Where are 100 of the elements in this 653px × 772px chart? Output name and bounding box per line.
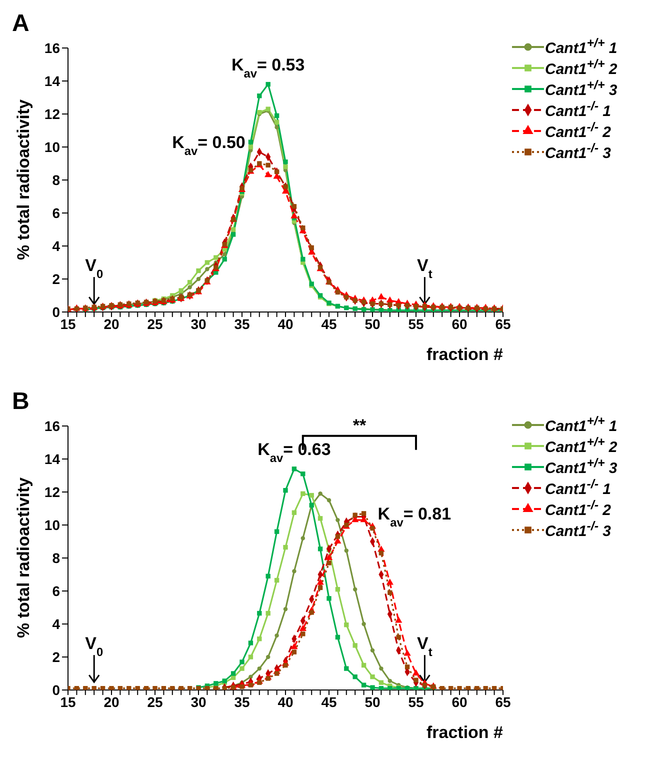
legend-label: Cant1$^{-/-}$ 2 (545, 498, 612, 519)
point (109, 686, 114, 690)
point (188, 285, 192, 290)
legend-label: Cant1$^{-/-}$ 3 (545, 141, 612, 162)
point (187, 686, 192, 690)
point (466, 686, 471, 690)
point (492, 686, 497, 690)
point (474, 686, 480, 690)
point (316, 578, 324, 585)
x-tick-label: 60 (452, 316, 468, 332)
x-tick-label: 25 (147, 316, 163, 332)
point (248, 140, 254, 144)
y-tick-label: 4 (52, 238, 60, 254)
point (378, 293, 385, 300)
point (248, 682, 254, 688)
x-tick-label: 15 (60, 694, 76, 710)
point (274, 125, 279, 130)
legend-label: Cant1$^{-/-}$ 1 (545, 477, 612, 498)
x-tick-label: 60 (452, 694, 468, 710)
point (378, 680, 384, 685)
point (214, 681, 218, 686)
point (240, 684, 244, 690)
point (448, 686, 454, 690)
point (352, 643, 358, 648)
point (170, 686, 175, 690)
point (300, 536, 306, 540)
point (266, 162, 270, 168)
point (144, 686, 149, 690)
point (344, 666, 349, 671)
x-tick-label: 20 (104, 694, 120, 710)
point (274, 113, 280, 118)
x-tick-label: 40 (278, 694, 294, 710)
point (290, 642, 298, 650)
x-tick-label: 15 (60, 316, 76, 332)
point (274, 633, 279, 638)
point (135, 686, 140, 690)
x-tick-label: 20 (104, 316, 120, 332)
point (292, 466, 297, 472)
point (126, 686, 132, 690)
point (361, 662, 366, 668)
legend-label: Cant1$^{+/+}$ 2 (545, 435, 618, 456)
point (257, 636, 262, 642)
point (379, 666, 384, 671)
point (222, 252, 227, 256)
legend-label: Cant1$^{+/+}$ 2 (545, 57, 618, 78)
legend-label: Cant1$^{-/-}$ 1 (545, 99, 612, 120)
point (344, 294, 349, 300)
y-tick-label: 14 (44, 72, 60, 89)
x-tick-label: 30 (190, 316, 206, 332)
chart-title: B (12, 388, 30, 416)
point (309, 245, 314, 250)
point (414, 678, 418, 682)
point (248, 144, 254, 150)
point (352, 674, 358, 680)
point (325, 554, 333, 560)
point (309, 610, 314, 615)
y-tick-label: 14 (44, 450, 60, 467)
annotation: K$_{av}$= 0.50 (172, 132, 246, 158)
point (352, 512, 358, 518)
point (422, 304, 428, 309)
x-tick-label: 40 (278, 316, 294, 332)
point (205, 266, 210, 272)
point (361, 682, 366, 688)
point (230, 227, 236, 232)
point (283, 544, 288, 550)
point (187, 280, 192, 285)
y-tick-label: 16 (44, 40, 60, 56)
point (300, 472, 306, 476)
x-tick-label: 25 (147, 694, 163, 710)
x-tick-label: 65 (495, 316, 511, 332)
x-tick-label: 55 (408, 694, 424, 710)
point (370, 674, 375, 680)
y-tick-label: 2 (52, 648, 60, 665)
point (283, 662, 288, 668)
point (326, 596, 332, 601)
y-tick-label: 2 (52, 270, 60, 287)
y-tick-label: 0 (52, 304, 60, 320)
point (440, 686, 444, 690)
legend-label: Cant1$^{-/-}$ 3 (545, 519, 612, 540)
point (257, 680, 262, 685)
point (100, 686, 106, 690)
point (292, 569, 296, 574)
point (178, 288, 184, 293)
point (214, 686, 218, 690)
point (266, 574, 270, 578)
point (395, 616, 402, 623)
point (378, 686, 384, 690)
point (483, 686, 488, 690)
point (300, 256, 306, 262)
point (283, 160, 288, 164)
point (274, 529, 280, 534)
point (92, 686, 96, 690)
y-tick-label: 10 (44, 516, 60, 533)
point (161, 686, 166, 690)
y-tick-label: 8 (52, 172, 60, 188)
point (266, 610, 270, 616)
annotation: V$_{t}$ (417, 256, 432, 282)
x-tick-label: 45 (321, 694, 337, 710)
point (196, 276, 201, 282)
point (274, 578, 280, 583)
